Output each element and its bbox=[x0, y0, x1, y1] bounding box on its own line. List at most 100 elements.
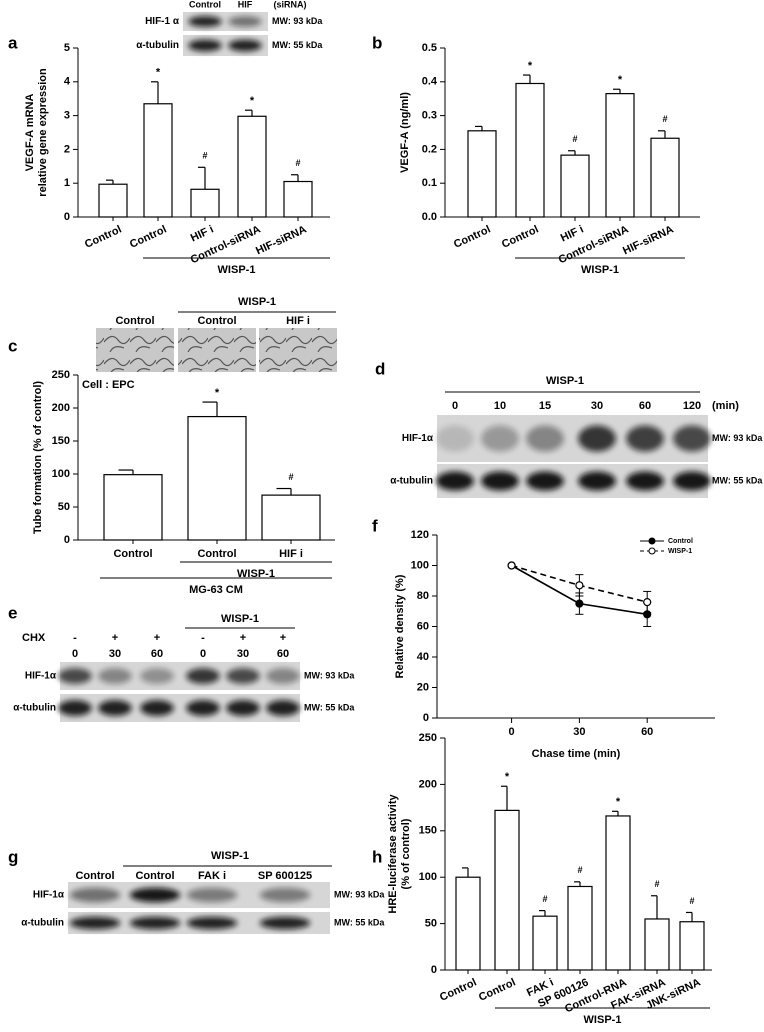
significance-mark: * bbox=[156, 67, 161, 79]
molecular-weight: MW: 55 kDa bbox=[334, 917, 385, 927]
bar bbox=[237, 115, 267, 218]
molecular-weight: MW: 93 kDa bbox=[304, 670, 355, 680]
bar bbox=[261, 494, 321, 541]
photo bbox=[259, 328, 337, 372]
y-axis-label: Relative density (%) bbox=[394, 574, 406, 678]
molecular-weight: MW: 55 kDa bbox=[304, 702, 355, 712]
y-tick-label: 100 bbox=[52, 468, 70, 480]
blot-background bbox=[60, 694, 300, 722]
band bbox=[526, 471, 564, 491]
band bbox=[266, 668, 300, 684]
panel-letter: g bbox=[8, 847, 18, 866]
lane-label: 30 bbox=[109, 648, 121, 660]
band bbox=[226, 668, 260, 684]
x-tick-label: HIF-siRNA bbox=[621, 223, 675, 257]
bar bbox=[103, 474, 163, 541]
significance-mark: * bbox=[618, 74, 623, 86]
significance-mark: * bbox=[215, 387, 220, 399]
significance-mark: # bbox=[202, 151, 207, 161]
y-tick-label: 250 bbox=[419, 732, 437, 744]
legend-marker bbox=[648, 537, 656, 545]
lane-label: 120 bbox=[683, 400, 701, 412]
group-label: MG-63 CM bbox=[189, 584, 243, 596]
y-tick-label: 0 bbox=[64, 534, 70, 546]
photo bbox=[96, 328, 174, 372]
y-tick-label: 5 bbox=[64, 42, 70, 54]
band bbox=[259, 887, 311, 903]
x-tick-label: Control bbox=[452, 223, 493, 250]
band bbox=[481, 425, 519, 452]
row-label: α-tubulin bbox=[136, 40, 179, 51]
band bbox=[98, 668, 132, 684]
band bbox=[188, 16, 222, 27]
row-label: α-tubulin bbox=[21, 918, 64, 929]
bar bbox=[187, 415, 247, 541]
y-tick-label: 60 bbox=[417, 620, 429, 632]
x-tick-label: Control bbox=[83, 223, 124, 250]
lane-label: Control bbox=[75, 870, 114, 882]
lane-label: SP 600125 bbox=[258, 870, 312, 882]
blot-header: WISP-1 bbox=[211, 850, 249, 862]
significance-mark: # bbox=[572, 134, 577, 144]
column-label: (siRNA) bbox=[274, 0, 307, 9]
point bbox=[643, 597, 652, 607]
band bbox=[436, 425, 474, 452]
row-label: HIF-1α bbox=[33, 890, 65, 901]
bar bbox=[679, 921, 705, 971]
treatment-sign: + bbox=[154, 632, 160, 644]
lane-label: 30 bbox=[237, 648, 249, 660]
y-tick-label: 80 bbox=[417, 590, 429, 602]
group-label: WISP-1 bbox=[237, 568, 275, 580]
band bbox=[186, 887, 238, 903]
band bbox=[673, 471, 711, 491]
y-tick-label: 0 bbox=[431, 964, 437, 976]
bar bbox=[560, 154, 590, 218]
lane-label: 0 bbox=[72, 648, 78, 660]
band bbox=[140, 700, 174, 716]
significance-mark: # bbox=[295, 158, 300, 168]
panel-letter: b bbox=[372, 33, 382, 52]
molecular-weight: MW: 93 kDa bbox=[712, 433, 763, 443]
bar bbox=[98, 183, 128, 218]
x-tick-label: Control bbox=[500, 223, 541, 250]
bar bbox=[532, 915, 558, 971]
y-tick-label: 4 bbox=[64, 76, 71, 88]
panel-letter: d bbox=[375, 359, 385, 378]
band bbox=[226, 700, 260, 716]
y-tick-label: 250 bbox=[52, 369, 70, 381]
y-tick-label: 3 bbox=[64, 110, 70, 122]
band bbox=[626, 471, 664, 491]
column-label: HIF bbox=[238, 0, 253, 9]
treatment-label: CHX bbox=[22, 632, 46, 644]
blot-background bbox=[437, 415, 708, 462]
x-tick-label: Control bbox=[128, 223, 169, 250]
blot-header: WISP-1 bbox=[546, 375, 584, 387]
y-tick-label: 100 bbox=[411, 559, 429, 571]
bar bbox=[190, 188, 220, 218]
x-tick-label: Control bbox=[113, 548, 152, 560]
y-tick-label: 0.1 bbox=[422, 177, 437, 189]
note: Cell : EPC bbox=[82, 379, 135, 391]
y-axis-label: Tube formation (% of control) bbox=[32, 381, 44, 535]
panel-letter: e bbox=[8, 603, 17, 622]
group-label: WISP-1 bbox=[218, 264, 256, 276]
panel-letter: f bbox=[372, 516, 378, 535]
y-tick-label: 0.2 bbox=[422, 143, 437, 155]
treatment-sign: + bbox=[280, 632, 286, 644]
band bbox=[578, 425, 616, 452]
group-label: WISP-1 bbox=[581, 264, 619, 276]
band bbox=[140, 668, 174, 684]
significance-mark: * bbox=[250, 95, 255, 107]
significance-mark: * bbox=[528, 60, 533, 72]
band bbox=[129, 916, 181, 930]
bar bbox=[467, 130, 497, 218]
band bbox=[266, 700, 300, 716]
lane-label: Control bbox=[135, 870, 174, 882]
bar bbox=[650, 137, 680, 218]
x-tick-label: 0 bbox=[509, 726, 515, 738]
y-tick-label: 0 bbox=[64, 211, 70, 223]
y-tick-label: 0.4 bbox=[422, 76, 438, 88]
bar bbox=[605, 815, 631, 971]
image-label: Control bbox=[115, 315, 154, 327]
photo bbox=[178, 328, 256, 372]
